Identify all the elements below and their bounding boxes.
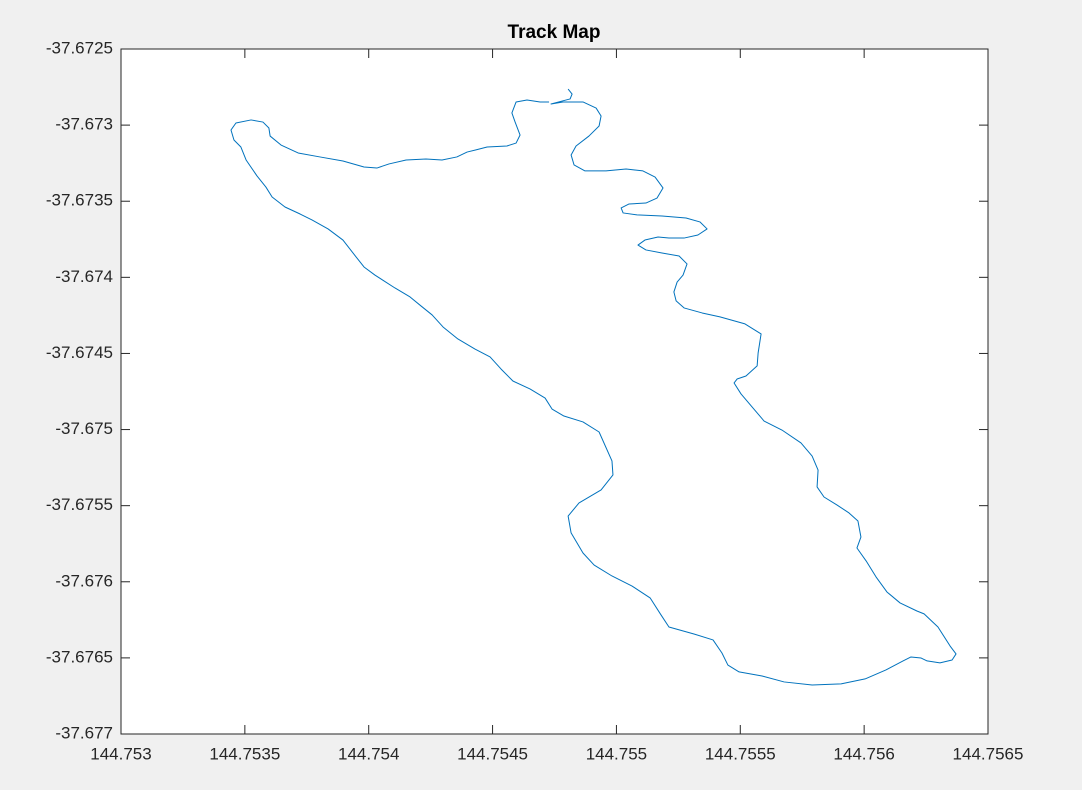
x-tick-label: 144.755: [586, 744, 647, 763]
y-tick-label: -37.6725: [46, 38, 113, 57]
x-tick-label: 144.7555: [705, 744, 776, 763]
chart-title: Track Map: [508, 22, 601, 43]
x-tick-label: 144.7545: [457, 744, 528, 763]
y-tick-label: -37.675: [55, 419, 113, 438]
y-tick-label: -37.6745: [46, 343, 113, 362]
x-tick-label: 144.756: [833, 744, 894, 763]
y-tick-label: -37.676: [55, 571, 113, 590]
x-tick-label: 144.7565: [953, 744, 1024, 763]
x-tick-label: 144.7535: [209, 744, 280, 763]
plot-area: [120, 48, 989, 735]
y-tick-label: -37.6755: [46, 495, 113, 514]
y-tick-label: -37.673: [55, 115, 113, 134]
y-tick-label: -37.674: [55, 267, 113, 286]
track-line: [230, 88, 957, 686]
y-tick-label: -37.677: [55, 723, 113, 742]
y-tick-label: -37.6765: [46, 647, 113, 666]
x-tick-label: 144.753: [90, 744, 151, 763]
y-tick-label: -37.6735: [46, 191, 113, 210]
x-tick-label: 144.754: [338, 744, 399, 763]
